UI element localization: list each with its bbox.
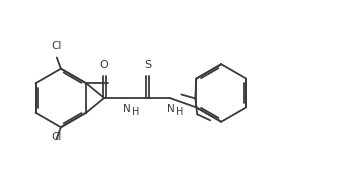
Text: Cl: Cl <box>51 132 62 142</box>
Text: H: H <box>176 107 183 117</box>
Text: S: S <box>144 60 151 70</box>
Text: H: H <box>132 107 139 117</box>
Text: Cl: Cl <box>51 41 62 51</box>
Text: O: O <box>100 60 109 70</box>
Text: N: N <box>123 104 131 114</box>
Text: N: N <box>167 104 174 114</box>
